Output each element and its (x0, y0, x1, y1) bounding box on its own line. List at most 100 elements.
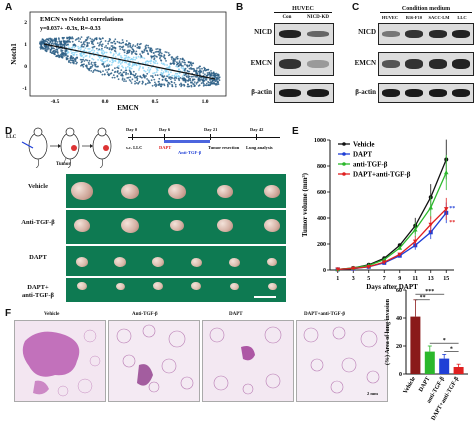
scatter-point (107, 73, 110, 75)
scatter-point (57, 47, 60, 50)
scatter-point (82, 42, 85, 45)
scatter-point (157, 80, 160, 83)
scatter-point (104, 57, 107, 59)
scatter-point (87, 48, 90, 50)
scatter-point (139, 53, 142, 56)
scatter-point (112, 53, 115, 56)
scatter-point (52, 39, 55, 41)
sig-annotation: ** (449, 206, 455, 212)
tumor-sample (114, 257, 126, 267)
scatter-point (92, 48, 94, 50)
scatter-point (96, 42, 99, 44)
scatter-point (125, 72, 127, 74)
scatter-point (130, 50, 133, 53)
scatter-point (162, 71, 165, 74)
scatter-point (160, 62, 163, 65)
bar (410, 316, 421, 374)
scatter-point (202, 72, 205, 74)
scatter-point (48, 42, 51, 45)
scatter-point (177, 77, 180, 80)
scatter-point (61, 51, 64, 54)
scatter-point (207, 68, 210, 71)
scatter-point (116, 66, 119, 69)
scatter-point (116, 71, 119, 74)
scatter-point (77, 38, 79, 40)
scatter-xlabel: EMCN (117, 104, 138, 112)
scatter-title: EMCN vs Notch1 correlations (40, 16, 124, 23)
scatter-point (42, 40, 45, 42)
scatter-point (168, 66, 170, 69)
scatter-point (150, 79, 153, 82)
scatter-point (54, 42, 56, 45)
scatter-point (55, 44, 58, 47)
scatter-point (176, 72, 179, 75)
blot-c-row-emcn: EMCN (354, 59, 376, 67)
scatter-point (66, 51, 69, 53)
scatter-point (153, 58, 156, 61)
scatter-point (197, 81, 199, 83)
scatter-point (218, 79, 221, 82)
scatter-point (120, 69, 123, 71)
scatter-point (73, 46, 76, 49)
scatter-point (155, 50, 158, 53)
histo-label-combo: DAPT+anti-TGF-β (304, 312, 346, 317)
scatter-point (84, 64, 87, 67)
legend-label: anti-TGF-β (353, 161, 388, 169)
scatter-point (135, 64, 138, 66)
scatter-point (92, 46, 95, 48)
timeline-resection: Tumor resection (208, 145, 240, 150)
scatter-point (97, 59, 99, 61)
scatter-point (135, 53, 137, 56)
scatter-point (171, 74, 174, 77)
histo-image-vehicle (14, 320, 106, 402)
scatter-point (160, 52, 163, 55)
x-tick-label: 15 (443, 276, 449, 282)
scatter-point (171, 56, 174, 59)
scatter-point (65, 40, 68, 43)
scatter-point (160, 69, 163, 71)
scatter-point (174, 72, 177, 75)
scatter-point (103, 73, 106, 75)
tumor-sample (170, 220, 184, 232)
panel-label-e: E (292, 126, 299, 137)
scatter-point (168, 73, 171, 76)
scatter-point (137, 55, 140, 58)
tumor-sample (191, 282, 201, 291)
scatter-point (122, 41, 125, 44)
scatter-point (130, 53, 133, 55)
scatter-point (81, 43, 84, 46)
scatter-point (101, 47, 103, 50)
scatter-point (102, 63, 104, 66)
scatter-point (106, 71, 109, 73)
tumor-sample (168, 184, 186, 199)
scatter-point (86, 41, 89, 44)
scatter-point (135, 57, 138, 60)
scatter-point (125, 73, 127, 76)
scatter-point (101, 60, 103, 63)
scatter-point (104, 46, 106, 49)
scatter-point (128, 69, 131, 72)
panel-b: HUVEC Con NICD-KD NICD EMCN β-actin (246, 3, 350, 111)
scatter-point (167, 81, 170, 84)
scatter-point (85, 59, 87, 61)
scatter-point (104, 60, 107, 63)
scatter-point (158, 54, 161, 57)
scatter-point (108, 38, 111, 40)
blot-c-lane-0: HUVEC (381, 15, 399, 20)
scatter-point (163, 84, 166, 87)
scatter-point (172, 60, 175, 62)
scatter-point (206, 72, 209, 74)
scatter-point (39, 41, 41, 44)
scatter-point (44, 39, 47, 42)
group-label-vehicle: Vehicle (28, 183, 48, 190)
scatter-point (120, 46, 123, 49)
scatter-point (181, 77, 184, 80)
group-label-anti: Anti-TGF-β (21, 219, 55, 226)
scatter-point (90, 70, 93, 72)
scatter-point (107, 63, 110, 66)
scatter-point (169, 78, 172, 80)
scatter-point (129, 76, 132, 78)
scatter-point (121, 39, 124, 41)
scatter-point (146, 72, 149, 75)
scatter-point (116, 75, 119, 78)
